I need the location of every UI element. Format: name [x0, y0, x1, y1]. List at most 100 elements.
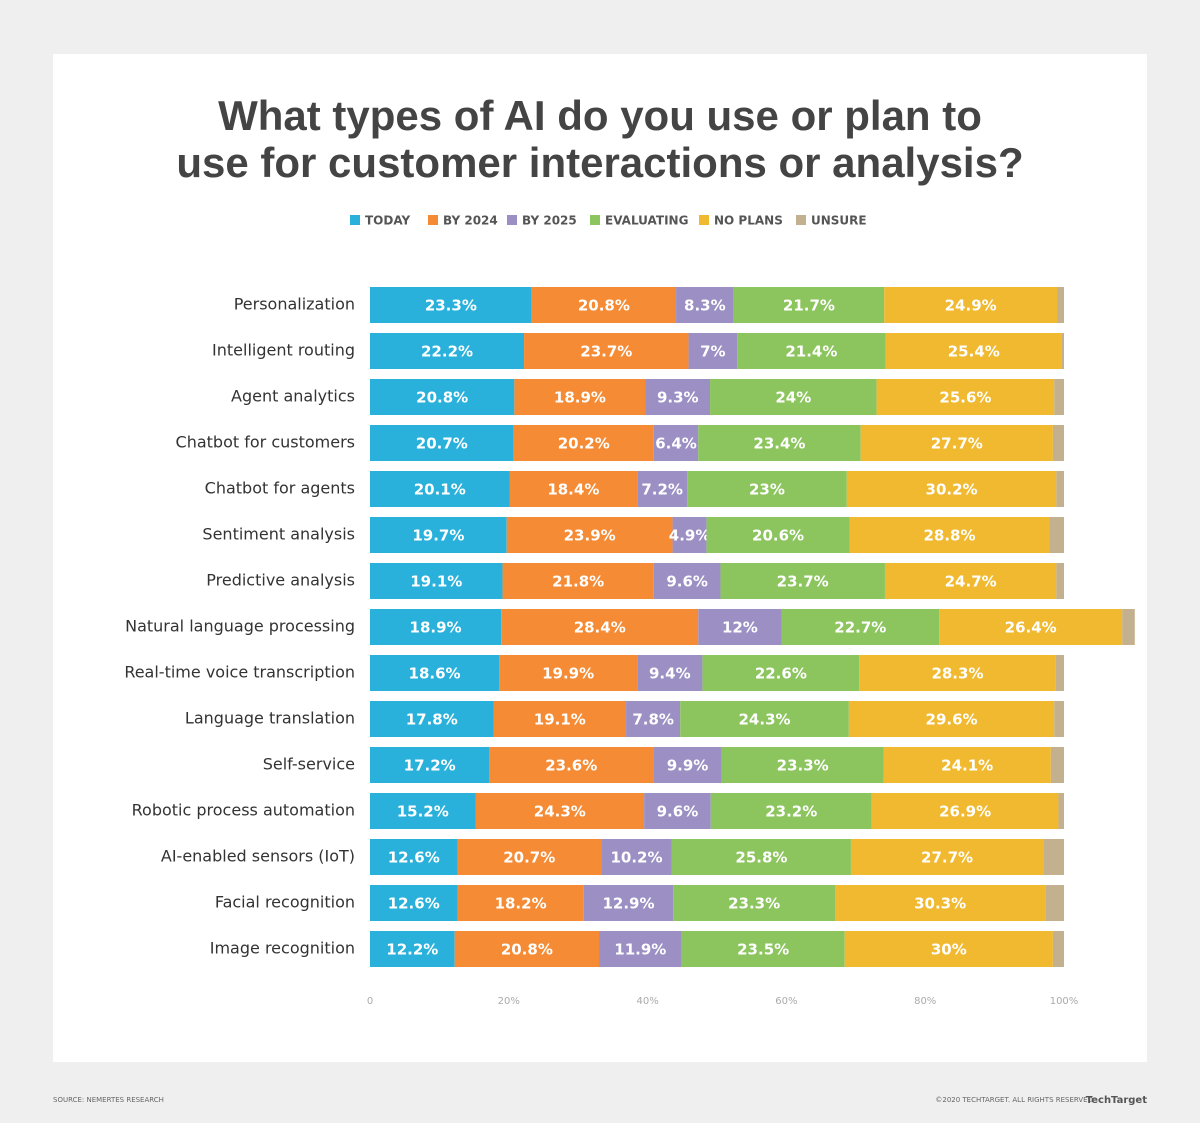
data-label: 23.2% — [765, 803, 817, 821]
data-label: 9.6% — [657, 803, 699, 821]
bar-segment — [733, 287, 885, 323]
bar-segment — [637, 471, 688, 507]
bar-segment — [673, 885, 835, 921]
category-label: Personalization — [234, 295, 355, 314]
bar-segment — [1054, 379, 1064, 415]
bar-segment — [720, 563, 885, 599]
bar-segment — [370, 885, 458, 921]
bar-segment — [1055, 655, 1064, 691]
data-label: 23.3% — [425, 297, 477, 315]
bar-segment — [644, 793, 711, 829]
data-label: 23.6% — [545, 757, 597, 775]
bar-segment — [457, 885, 584, 921]
bar-segment — [1045, 885, 1064, 921]
bar-segment — [939, 609, 1123, 645]
category-label: Facial recognition — [215, 893, 355, 912]
data-label: 30.3% — [914, 895, 966, 913]
bar-segment — [370, 563, 503, 599]
data-label: 19.1% — [534, 711, 586, 729]
data-label: 22.7% — [834, 619, 886, 637]
bar-segment — [531, 287, 677, 323]
bar-segment — [1056, 563, 1064, 599]
bar-segment — [370, 931, 455, 967]
data-label: 24.1% — [941, 757, 993, 775]
x-tick-label: 20% — [498, 996, 520, 1007]
bar-segment — [506, 517, 673, 553]
bar-segment — [681, 931, 845, 967]
data-label: 18.9% — [410, 619, 462, 637]
bar-segment — [680, 701, 849, 737]
bar-segment — [687, 471, 847, 507]
data-label: 11.9% — [614, 941, 666, 959]
data-label: 21.8% — [552, 573, 604, 591]
bar-segment — [370, 517, 507, 553]
bar-segment — [514, 379, 646, 415]
data-label: 25.4% — [948, 343, 1000, 361]
data-label: 12.2% — [386, 941, 438, 959]
data-label: 12.9% — [602, 895, 654, 913]
data-label: 7% — [700, 343, 725, 361]
category-label: Chatbot for agents — [205, 479, 355, 498]
bar-segment — [698, 425, 861, 461]
bar-segment — [370, 609, 502, 645]
data-label: 25.8% — [735, 849, 787, 867]
data-label: 21.7% — [783, 297, 835, 315]
data-label: 20.8% — [578, 297, 630, 315]
chart-title: use for customer interactions or analysi… — [176, 139, 1023, 186]
data-label: 20.2% — [558, 435, 610, 453]
data-label: 9.4% — [649, 665, 691, 683]
bar-segment — [849, 517, 1050, 553]
data-label: 7.2% — [641, 481, 683, 499]
data-label: 10.2% — [610, 849, 662, 867]
bar-segment — [370, 471, 510, 507]
bar-segment — [781, 609, 940, 645]
data-label: 18.4% — [547, 481, 599, 499]
copyright: ©2020 TECHTARGET. ALL RIGHTS RESERVED — [935, 1096, 1093, 1104]
bar-segment — [370, 655, 500, 691]
data-label: 23.7% — [580, 343, 632, 361]
bar-segment — [884, 563, 1057, 599]
data-label: 23.9% — [564, 527, 616, 545]
bar-segment — [1058, 793, 1064, 829]
bar-segment — [370, 839, 458, 875]
bar-segment — [710, 793, 872, 829]
bar-segment — [1049, 517, 1064, 553]
data-label: 17.2% — [404, 757, 456, 775]
bar-segment — [601, 839, 672, 875]
bar-segment — [1050, 747, 1064, 783]
data-label: 17.8% — [406, 711, 458, 729]
bar-segment — [583, 885, 674, 921]
data-label: 18.9% — [554, 389, 606, 407]
bar-segment — [1056, 471, 1064, 507]
data-label: 4.9% — [669, 527, 711, 545]
data-label: 22.2% — [421, 343, 473, 361]
bar-segment — [885, 333, 1062, 369]
data-label: 8.3% — [684, 297, 726, 315]
data-label: 19.1% — [410, 573, 462, 591]
category-label: Image recognition — [210, 939, 355, 958]
source: SOURCE: NEMERTES RESEARCH — [53, 1096, 164, 1104]
bar-segment — [1043, 839, 1064, 875]
bar-segment — [493, 701, 627, 737]
data-label: 24.3% — [534, 803, 586, 821]
bar-segment — [884, 287, 1058, 323]
category-label: Intelligent routing — [212, 341, 355, 360]
category-label: Predictive analysis — [206, 571, 355, 590]
bar-segment — [834, 885, 1046, 921]
data-label: 12% — [722, 619, 758, 637]
legend-label: BY 2024 — [443, 214, 498, 228]
legend-label: UNSURE — [811, 214, 867, 228]
data-label: 6.4% — [655, 435, 697, 453]
data-label: 22.6% — [755, 665, 807, 683]
bar-segment — [653, 425, 699, 461]
legend-label: EVALUATING — [605, 214, 688, 228]
bar-segment — [672, 517, 707, 553]
data-label: 23.3% — [777, 757, 829, 775]
bar-segment — [859, 655, 1056, 691]
data-label: 28.8% — [923, 527, 975, 545]
data-label: 23.5% — [737, 941, 789, 959]
bar-segment — [676, 287, 734, 323]
data-label: 30% — [931, 941, 967, 959]
category-label: Chatbot for customers — [176, 433, 355, 452]
